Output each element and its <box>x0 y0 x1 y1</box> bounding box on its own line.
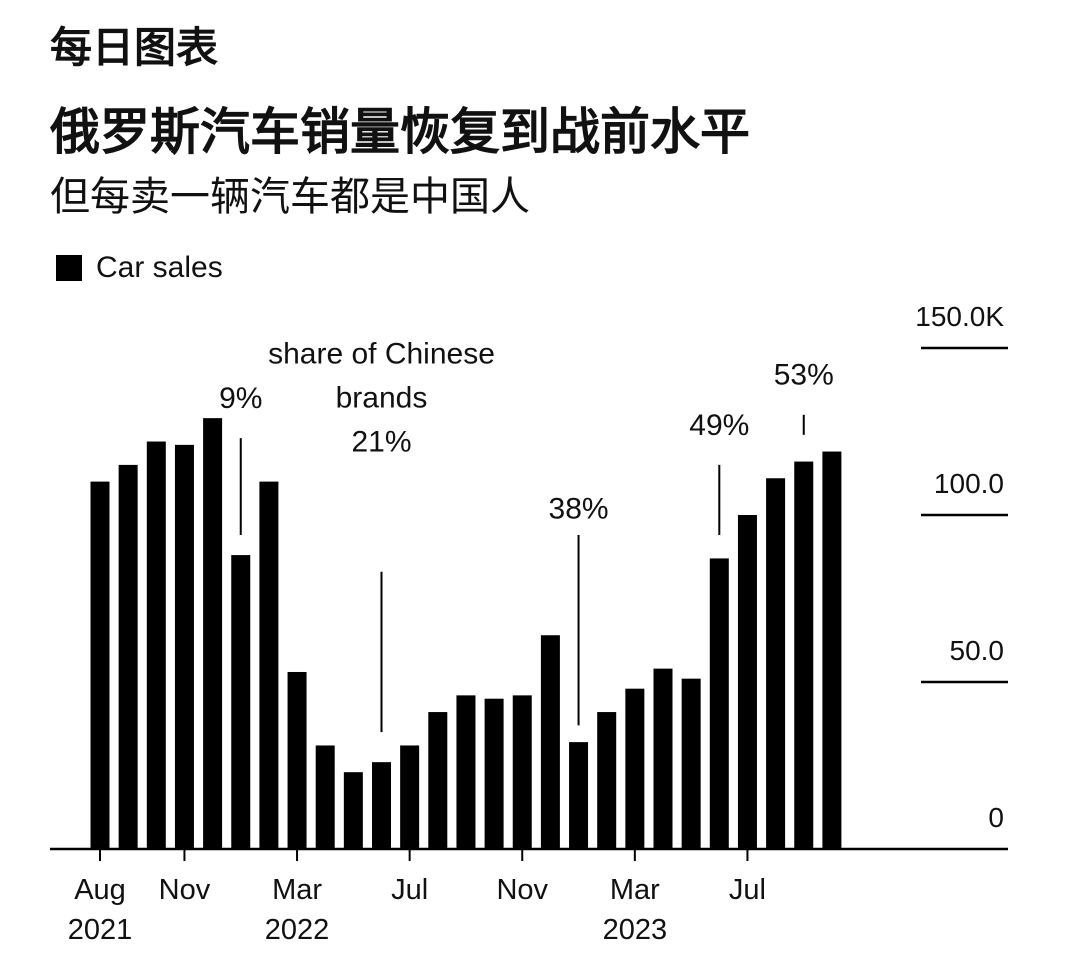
bar <box>681 678 701 849</box>
chart-subtitle: 但每卖一辆汽车都是中国人 <box>50 174 530 220</box>
bars <box>90 418 842 849</box>
kicker-label: 每日图表 <box>50 23 219 72</box>
annotation-label: 38% <box>549 492 609 525</box>
bar <box>118 464 138 849</box>
bar <box>625 688 645 849</box>
chart-title: 俄罗斯汽车销量恢复到战前水平 <box>50 103 750 161</box>
bar <box>737 515 757 849</box>
x-tick-label: Aug <box>74 874 126 906</box>
x-tick-year: 2023 <box>603 914 668 946</box>
bar <box>456 695 476 849</box>
x-tick-label: Mar <box>272 874 322 906</box>
bar <box>287 671 307 849</box>
bar <box>484 698 504 849</box>
x-tick-label: Nov <box>159 874 211 906</box>
bar <box>372 762 391 849</box>
annotation-label: 53% <box>774 359 834 392</box>
bar <box>709 558 729 849</box>
annotations: 9%share of Chinese brands 21% 38% 49% 53% <box>219 338 834 733</box>
x-tick-label: Jul <box>729 874 766 906</box>
annotation-label: 49% <box>689 409 749 442</box>
bar <box>315 745 335 849</box>
y-tick-label: 100.0 <box>934 468 1004 499</box>
x-tick-label: Nov <box>496 874 548 906</box>
bar <box>569 742 589 849</box>
x-tick-year: 2022 <box>265 914 330 946</box>
y-tick-label: 0 <box>988 802 1004 833</box>
bar <box>540 635 560 849</box>
bar <box>794 461 814 849</box>
annotation-label: 21% <box>351 426 411 459</box>
legend-label: Car sales <box>96 251 223 284</box>
x-tick-year: 2021 <box>68 914 133 946</box>
bar <box>203 418 223 849</box>
legend-swatch <box>56 255 82 281</box>
bar <box>400 745 420 849</box>
bar <box>512 695 532 849</box>
y-gridlines: 0 50.0 100.0 150.0K <box>915 301 1008 833</box>
bar <box>766 478 786 849</box>
y-tick-label: 150.0K <box>915 301 1004 332</box>
bar <box>90 481 110 849</box>
x-axis: Aug 2021 Nov Mar 2022 Jul Nov Mar 2023 Jul <box>50 847 1008 946</box>
annotation-label: 9% <box>219 382 262 415</box>
x-tick-label: Mar <box>610 874 660 906</box>
bar <box>146 441 166 849</box>
bar <box>597 712 617 849</box>
annotation-label: brands <box>336 382 428 415</box>
legend: Car sales <box>56 246 223 290</box>
annotation-label: share of Chinese <box>268 338 495 371</box>
bar <box>231 555 251 849</box>
bar <box>259 481 279 849</box>
bar <box>428 712 448 849</box>
bar <box>822 451 842 849</box>
y-tick-label: 50.0 <box>950 635 1005 666</box>
bar <box>174 444 194 849</box>
x-tick-label: Jul <box>391 874 428 906</box>
bar <box>653 668 673 849</box>
bar <box>343 772 363 849</box>
